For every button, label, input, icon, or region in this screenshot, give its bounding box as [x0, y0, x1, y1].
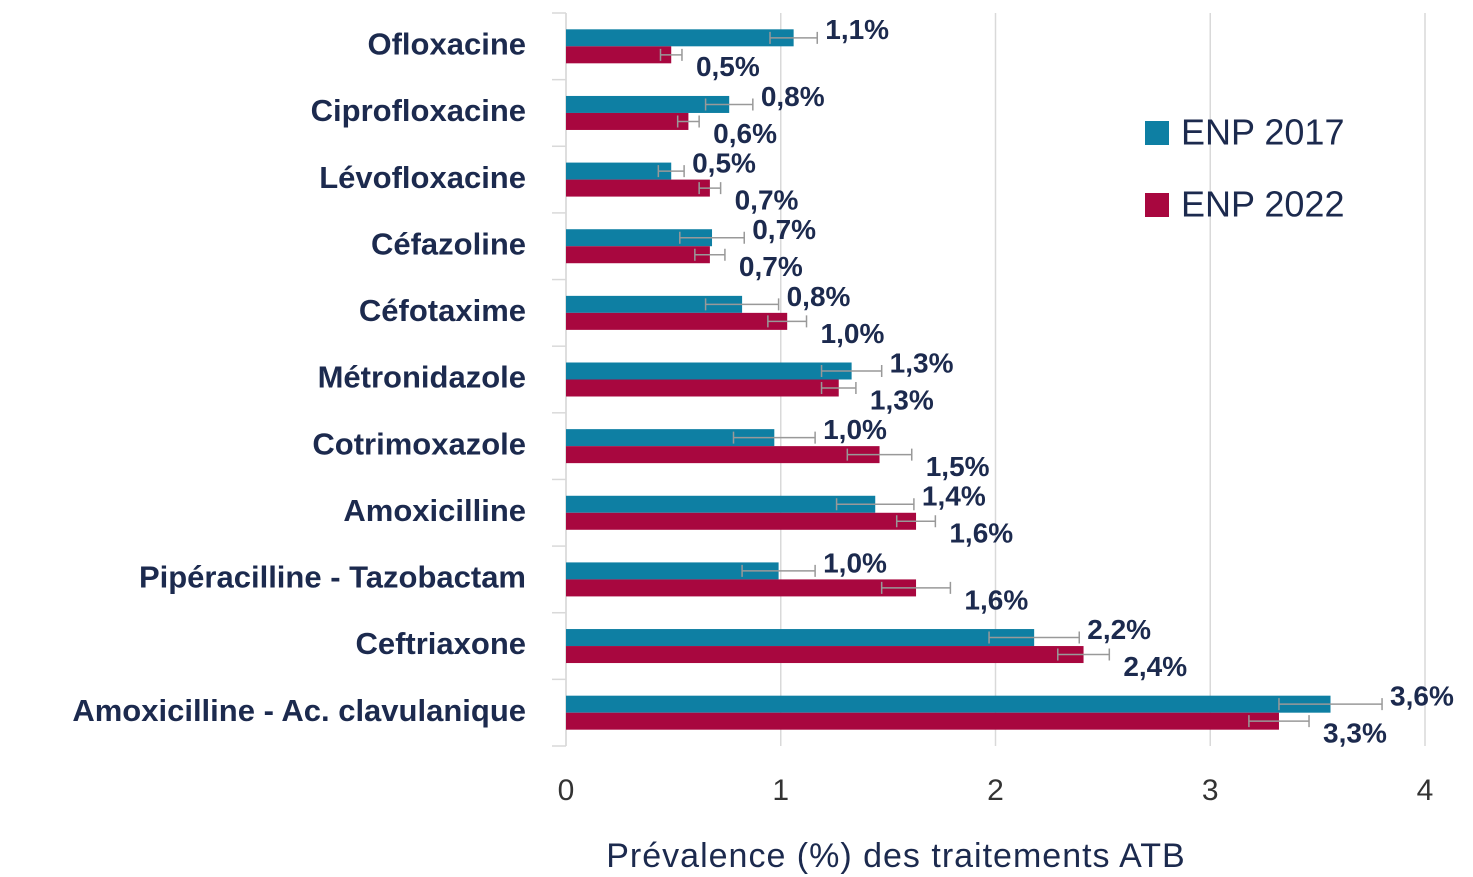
y-tick-label: Cotrimoxazole — [312, 426, 526, 461]
x-tick-label: 1 — [772, 774, 789, 807]
value-label: 0,5% — [696, 51, 760, 82]
value-label: 0,7% — [735, 184, 799, 215]
bar — [566, 562, 779, 580]
error-bar — [820, 365, 883, 377]
bar — [566, 579, 917, 597]
x-axis-title: Prévalence (%) des traitements ATB — [606, 837, 1185, 875]
value-label: 0,7% — [739, 251, 803, 282]
error-bar — [698, 182, 722, 195]
value-label: 1,4% — [922, 481, 986, 512]
value-label: 1,5% — [926, 451, 990, 482]
legend-swatch — [1145, 193, 1169, 217]
value-label: 2,2% — [1087, 614, 1151, 645]
y-tick-label: Ofloxacine — [368, 27, 527, 62]
y-tick-label: Ceftriaxone — [355, 626, 526, 661]
y-tick-label: Céfazoline — [371, 226, 526, 261]
value-label: 3,6% — [1390, 681, 1454, 712]
error-bar — [846, 448, 913, 461]
error-bar — [694, 248, 726, 261]
error-bar — [659, 48, 683, 61]
error-bar — [676, 115, 700, 128]
error-bar — [679, 231, 745, 244]
value-label: 0,6% — [713, 118, 777, 149]
value-label: 1,0% — [821, 318, 885, 349]
x-tick-label: 4 — [1417, 774, 1434, 807]
legend-label: ENP 2017 — [1181, 112, 1344, 153]
value-label: 0,5% — [692, 147, 756, 178]
bar — [566, 646, 1084, 664]
value-label: 1,6% — [949, 518, 1013, 549]
value-label: 1,0% — [823, 414, 887, 445]
error-bar — [704, 298, 780, 311]
bar — [566, 362, 852, 380]
bar — [566, 179, 710, 197]
y-tick-label: Métronidazole — [318, 360, 526, 395]
bar — [566, 712, 1279, 730]
error-bar — [1278, 698, 1383, 711]
x-tick-label: 3 — [1202, 774, 1219, 807]
error-bar — [732, 431, 816, 444]
value-label: 0,7% — [752, 214, 816, 245]
value-label: 3,3% — [1323, 718, 1387, 749]
y-tick-label: Amoxicilline — [343, 493, 526, 528]
bar — [566, 446, 880, 464]
y-tick-label: Lévofloxacine — [319, 160, 526, 195]
bar — [566, 495, 876, 513]
error-bar — [1248, 715, 1310, 728]
bar — [566, 162, 672, 180]
bar — [566, 246, 710, 264]
bar — [566, 29, 794, 47]
y-tick-label: Pipéracilline - Tazobactam — [139, 560, 526, 595]
value-label: 1,1% — [825, 14, 889, 45]
y-tick-label: Amoxicilline - Ac. clavulanique — [72, 693, 526, 728]
bar — [566, 95, 730, 113]
x-tick-label: 2 — [987, 774, 1004, 807]
error-bar — [767, 315, 808, 328]
error-bar — [741, 564, 816, 577]
bar — [566, 229, 713, 247]
value-label: 2,4% — [1123, 651, 1187, 682]
error-bar — [769, 31, 819, 44]
x-tick-label: 0 — [558, 774, 575, 807]
value-label: 1,0% — [823, 547, 887, 578]
error-bar — [895, 515, 937, 528]
error-bar — [1057, 648, 1111, 661]
legend-label: ENP 2022 — [1181, 184, 1344, 225]
value-label: 0,8% — [761, 81, 825, 112]
value-label: 1,6% — [964, 584, 1028, 615]
bar — [566, 512, 917, 530]
legend-swatch — [1145, 121, 1169, 145]
bar — [566, 46, 672, 64]
bar — [566, 429, 775, 447]
error-bar — [704, 98, 754, 111]
y-tick-label: Ciprofloxacine — [311, 93, 526, 128]
y-tick-label: Céfotaxime — [359, 293, 526, 328]
value-label: 0,8% — [787, 281, 851, 312]
bar — [566, 112, 689, 130]
value-label: 1,3% — [890, 347, 954, 378]
bar — [566, 379, 839, 397]
error-bar — [657, 165, 685, 178]
value-label: 1,3% — [870, 384, 934, 415]
bar — [566, 312, 788, 330]
bar — [566, 629, 1035, 647]
error-bar — [988, 631, 1080, 644]
bar — [566, 695, 1331, 713]
error-bar — [835, 498, 915, 511]
error-bar — [820, 382, 857, 394]
error-bar — [880, 581, 952, 594]
bar — [566, 295, 743, 313]
